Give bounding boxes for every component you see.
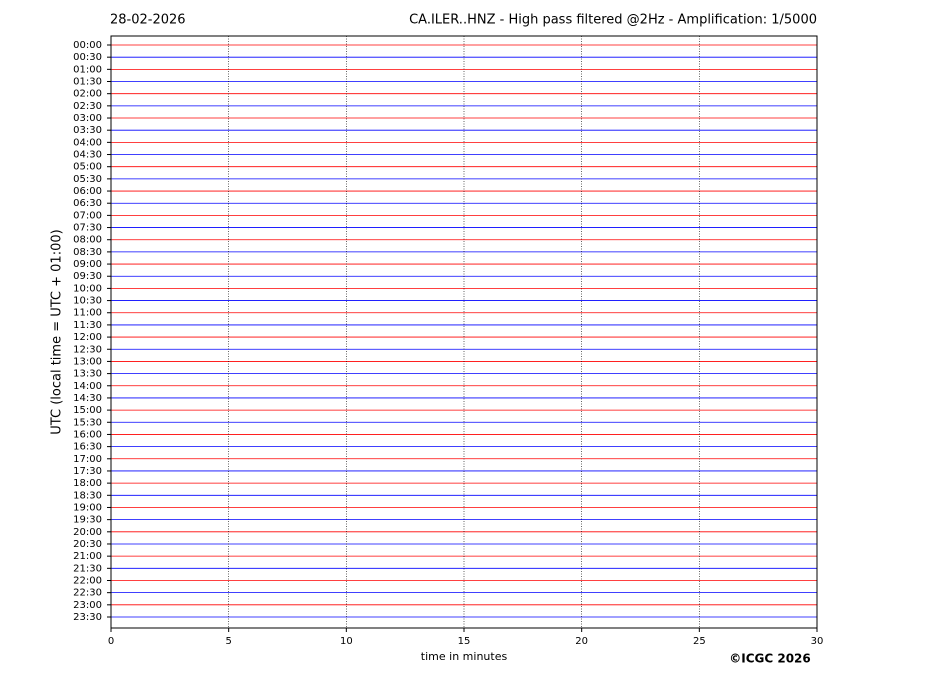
y-tick-label: 22:00 bbox=[73, 575, 102, 586]
y-tick-label: 20:30 bbox=[73, 539, 102, 550]
y-tick-label: 23:00 bbox=[73, 600, 102, 611]
y-tick-label: 01:30 bbox=[73, 77, 102, 88]
y-tick-label: 18:30 bbox=[73, 490, 102, 501]
y-tick-label: 04:00 bbox=[73, 137, 102, 148]
y-tick-label: 17:00 bbox=[73, 454, 102, 465]
y-tick-label: 18:00 bbox=[73, 478, 102, 489]
y-tick-label: 00:30 bbox=[73, 52, 102, 63]
y-tick-label: 13:00 bbox=[73, 356, 102, 367]
y-tick-label: 05:30 bbox=[73, 174, 102, 185]
x-tick-label: 5 bbox=[225, 636, 231, 647]
y-tick-label: 02:00 bbox=[73, 89, 102, 100]
y-tick-label: 12:30 bbox=[73, 344, 102, 355]
y-tick-label: 11:30 bbox=[73, 320, 102, 331]
y-tick-label: 17:30 bbox=[73, 466, 102, 477]
y-tick-label: 21:00 bbox=[73, 551, 102, 562]
y-tick-label: 13:30 bbox=[73, 369, 102, 380]
y-tick-label: 10:00 bbox=[73, 283, 102, 294]
x-tick-label: 10 bbox=[340, 636, 353, 647]
y-tick-label: 15:30 bbox=[73, 417, 102, 428]
y-tick-label: 08:30 bbox=[73, 247, 102, 258]
y-tick-label: 02:30 bbox=[73, 101, 102, 112]
y-tick-label: 06:00 bbox=[73, 186, 102, 197]
y-tick-label: 14:00 bbox=[73, 381, 102, 392]
y-tick-label: 03:30 bbox=[73, 125, 102, 136]
x-axis-label: time in minutes bbox=[421, 650, 508, 663]
chart-title: CA.ILER..HNZ - High pass filtered @2Hz -… bbox=[409, 13, 817, 28]
y-tick-label: 23:30 bbox=[73, 612, 102, 623]
y-tick-label: 20:00 bbox=[73, 527, 102, 538]
copyright: ©ICGC 2026 bbox=[729, 652, 811, 666]
y-tick-label: 09:30 bbox=[73, 271, 102, 282]
y-tick-label: 11:00 bbox=[73, 308, 102, 319]
y-tick-label: 00:00 bbox=[73, 40, 102, 51]
y-tick-label: 22:30 bbox=[73, 588, 102, 599]
y-tick-label: 07:30 bbox=[73, 223, 102, 234]
y-tick-label: 04:30 bbox=[73, 150, 102, 161]
x-tick-label: 20 bbox=[575, 636, 588, 647]
y-tick-label: 16:30 bbox=[73, 442, 102, 453]
chart-date: 28-02-2026 bbox=[110, 13, 186, 28]
y-axis-label: UTC (local time = UTC + 01:00) bbox=[50, 229, 65, 434]
y-tick-label: 16:00 bbox=[73, 429, 102, 440]
y-tick-label: 01:00 bbox=[73, 64, 102, 75]
y-tick-label: 05:00 bbox=[73, 162, 102, 173]
y-tick-label: 06:30 bbox=[73, 198, 102, 209]
y-tick-label: 21:30 bbox=[73, 563, 102, 574]
y-tick-label: 19:30 bbox=[73, 515, 102, 526]
y-tick-label: 12:00 bbox=[73, 332, 102, 343]
y-tick-label: 08:00 bbox=[73, 235, 102, 246]
plot-frame bbox=[110, 35, 818, 629]
x-tick-label: 15 bbox=[458, 636, 471, 647]
x-tick-label: 0 bbox=[108, 636, 114, 647]
y-tick-label: 10:30 bbox=[73, 296, 102, 307]
y-tick-label: 14:30 bbox=[73, 393, 102, 404]
x-tick-label: 25 bbox=[693, 636, 706, 647]
y-tick-label: 07:00 bbox=[73, 210, 102, 221]
y-tick-label: 03:00 bbox=[73, 113, 102, 124]
y-tick-label: 09:00 bbox=[73, 259, 102, 270]
x-tick-label: 30 bbox=[811, 636, 824, 647]
y-tick-label: 19:00 bbox=[73, 502, 102, 513]
y-tick-label: 15:00 bbox=[73, 405, 102, 416]
